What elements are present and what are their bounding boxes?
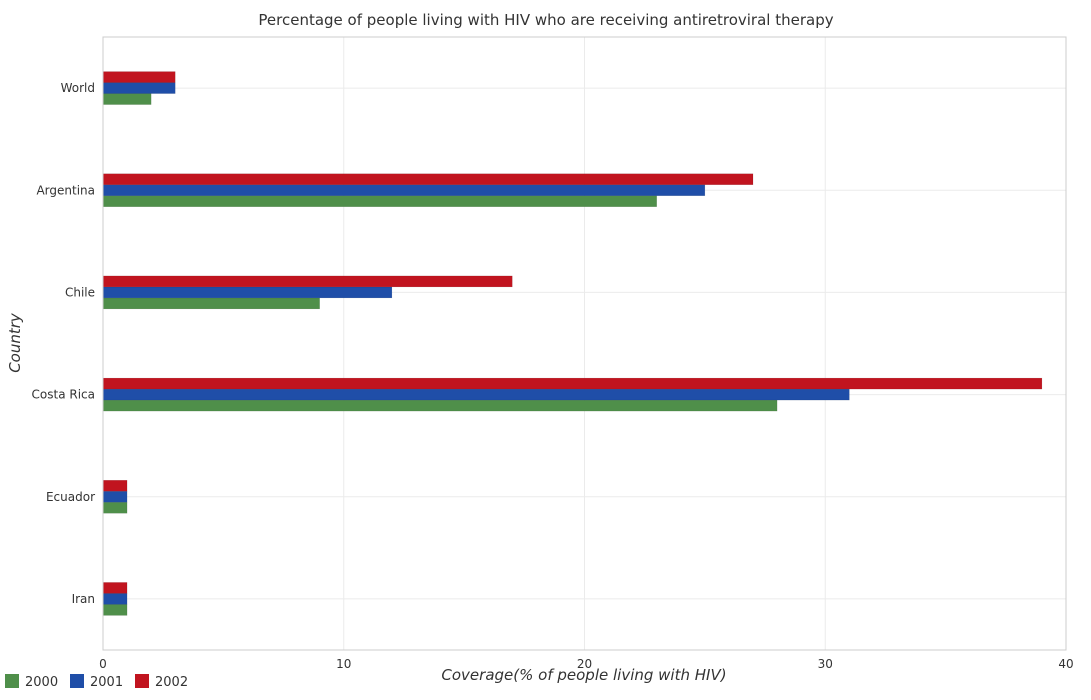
- legend: 2000 2001 2002: [5, 674, 188, 690]
- x-tick-label: 10: [336, 657, 351, 671]
- legend-label-2001: 2001: [90, 675, 123, 690]
- bar-2000-world: [102, 93, 152, 105]
- bar-2000-argentina: [102, 195, 657, 207]
- grid: [102, 37, 1067, 650]
- bar-2002-ecuador: [102, 480, 128, 492]
- y-tick-label: Costa Rica: [32, 388, 95, 402]
- y-axis-label: Country: [6, 312, 24, 373]
- y-tick-labels: World Argentina Chile Costa Rica Ecuador Iran: [32, 81, 96, 606]
- legend-label-2000: 2000: [25, 675, 58, 690]
- bar-2002-world: [102, 71, 176, 83]
- x-tick-label: 30: [818, 657, 833, 671]
- plot-frame: [102, 36, 1067, 651]
- bar-2001-world: [102, 82, 176, 94]
- x-tick-label: 40: [1058, 657, 1073, 671]
- x-tick-labels: 0 10 20 30 40: [99, 657, 1073, 671]
- bar-2002-chile: [102, 275, 513, 288]
- x-tick-label: 0: [99, 657, 107, 671]
- y-tick-label: Chile: [65, 285, 95, 299]
- bar-2001-costa-rica: [102, 388, 850, 401]
- bar-2001-argentina: [102, 184, 706, 196]
- bar-2000-iran: [102, 604, 128, 616]
- y-tick-label: Iran: [72, 592, 95, 606]
- legend-swatch-2002: [135, 674, 149, 688]
- bar-2002-costa-rica: [102, 377, 1043, 390]
- y-tick-label: World: [61, 81, 95, 95]
- bar-2002-iran: [102, 582, 128, 594]
- bar-2000-costa-rica: [102, 399, 778, 412]
- y-tick-label: Ecuador: [46, 490, 95, 504]
- bar-2002-argentina: [102, 173, 754, 185]
- chart-title: Percentage of people living with HIV who…: [258, 11, 833, 29]
- bar-2001-chile: [102, 286, 393, 299]
- bar-2000-ecuador: [102, 502, 128, 514]
- bar-2001-iran: [102, 593, 128, 605]
- x-axis-label: Coverage(% of people living with HIV): [441, 666, 726, 684]
- bar-2001-ecuador: [102, 491, 128, 503]
- legend-label-2002: 2002: [155, 675, 188, 690]
- legend-swatch-2000: [5, 674, 19, 688]
- legend-swatch-2001: [70, 674, 84, 688]
- x-tick-label: 20: [577, 657, 592, 671]
- bars: [102, 71, 1043, 616]
- bar-2000-chile: [102, 297, 320, 310]
- y-tick-label: Argentina: [36, 183, 95, 197]
